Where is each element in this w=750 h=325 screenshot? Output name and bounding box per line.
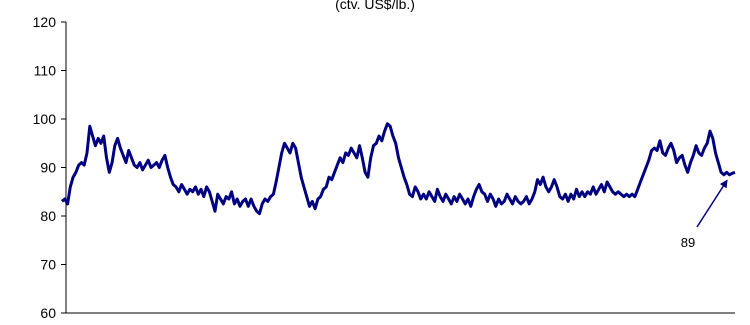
y-tick-label: 70 [40,257,56,273]
y-axis: 60 70 80 90 100 110 120 [33,14,67,321]
y-tick-label: 120 [33,14,57,30]
chart-subtitle: (ctv. US$/lb.) [335,0,415,12]
annotation-layer: 89 [681,179,728,250]
y-tick-label: 100 [33,111,57,127]
y-tick-label: 60 [40,305,56,321]
series-layer [61,122,736,216]
annotation-arrow [696,179,728,228]
y-tick-label: 80 [40,208,56,224]
y-tick-label: 110 [34,63,57,79]
y-tick-label: 90 [40,160,56,176]
series-line [61,122,736,216]
annotation-label: 89 [681,235,695,250]
